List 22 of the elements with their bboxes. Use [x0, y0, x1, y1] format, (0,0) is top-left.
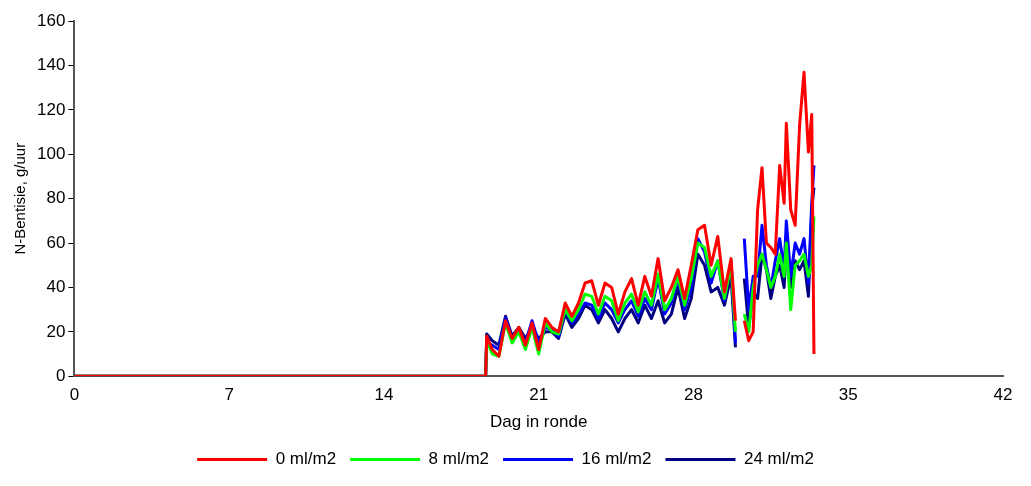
y-tick-label: 0 [55, 365, 66, 385]
x-tick-label: 35 [838, 385, 858, 405]
y-tick-label: 80 [46, 188, 66, 208]
legend-label: 16 ml/m2 [581, 449, 652, 469]
x-tick-label: 21 [529, 385, 549, 405]
x-tick-label: 28 [683, 385, 703, 405]
y-axis-title: N-Bentisie, g/uur [11, 142, 29, 255]
legend-label: 0 ml/m2 [275, 449, 337, 469]
y-tick-label: 40 [46, 277, 66, 297]
y-tick-label: 20 [46, 321, 66, 341]
y-tick-label: 160 [36, 10, 66, 30]
y-tick-label: 120 [36, 99, 66, 119]
x-axis-title: Dag in ronde [490, 412, 588, 432]
legend-label: 24 ml/m2 [743, 449, 814, 469]
x-tick-label: 42 [993, 385, 1013, 405]
y-tick-label: 100 [36, 144, 66, 164]
y-tick-label: 140 [36, 55, 66, 75]
legend-label: 8 ml/m2 [428, 449, 490, 469]
x-tick-label: 7 [224, 385, 234, 405]
y-tick-label: 60 [46, 232, 66, 252]
x-tick-label: 0 [69, 385, 80, 405]
x-tick-label: 14 [374, 385, 394, 405]
